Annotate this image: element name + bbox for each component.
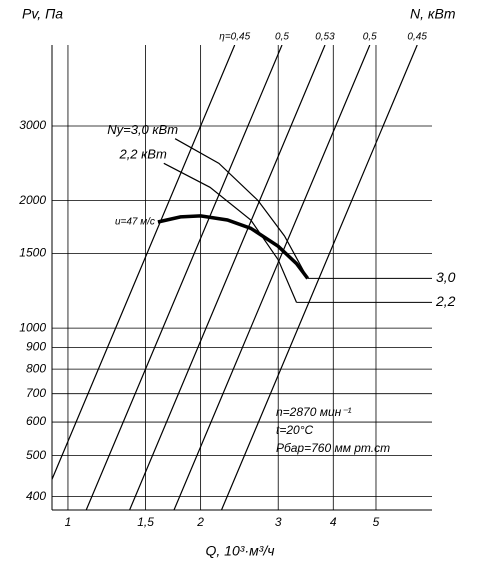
x-tick-label: 4 [330, 515, 337, 529]
y-tick-label: 700 [26, 386, 46, 400]
y-tick-label: 900 [26, 340, 46, 354]
y-tick-label: 2000 [18, 193, 46, 207]
annotation: 3,0 [436, 269, 456, 285]
y-tick-label: 400 [26, 489, 46, 503]
annotation: n=2870 мин⁻¹ [276, 405, 352, 419]
y-tick-label: 1500 [19, 246, 46, 260]
y-tick-label: 800 [26, 361, 46, 375]
x-tick-label: 3 [275, 515, 282, 529]
y-tick-label: 500 [26, 448, 46, 462]
curve [129, 45, 326, 510]
x-tick-label: 1,5 [137, 515, 154, 529]
series-label: 0,53 [315, 32, 335, 43]
x-axis-label: Q, 10³·м³/ч [206, 543, 275, 559]
y-tick-label: 3000 [19, 118, 46, 132]
y-tick-label: 600 [26, 414, 46, 428]
y-tick-label: 1000 [19, 320, 46, 334]
curve [52, 45, 236, 481]
series-label: 0,5 [363, 32, 377, 43]
x-tick-label: 5 [373, 515, 380, 529]
x-tick-label: 2 [196, 515, 204, 529]
series-label: 0,5 [275, 32, 289, 43]
series-label: u=47 м/с [115, 217, 155, 228]
curve [157, 214, 310, 280]
series-label: η=0,45 [219, 32, 250, 43]
annotation: 2,2 [435, 293, 456, 309]
curve [173, 45, 371, 510]
annotation: t=20°C [276, 423, 313, 437]
curve [85, 45, 283, 510]
y-axis-label: Pv, Па [22, 6, 63, 22]
curve [220, 45, 418, 510]
series-label: 0,45 [407, 32, 427, 43]
x-tick-label: 1 [65, 515, 72, 529]
y2-axis-label: N, кВт [410, 6, 456, 22]
curve [163, 162, 298, 303]
series-label: 2,2 кВт [118, 147, 166, 162]
series-label: Ny=3,0 кВт [107, 122, 178, 137]
